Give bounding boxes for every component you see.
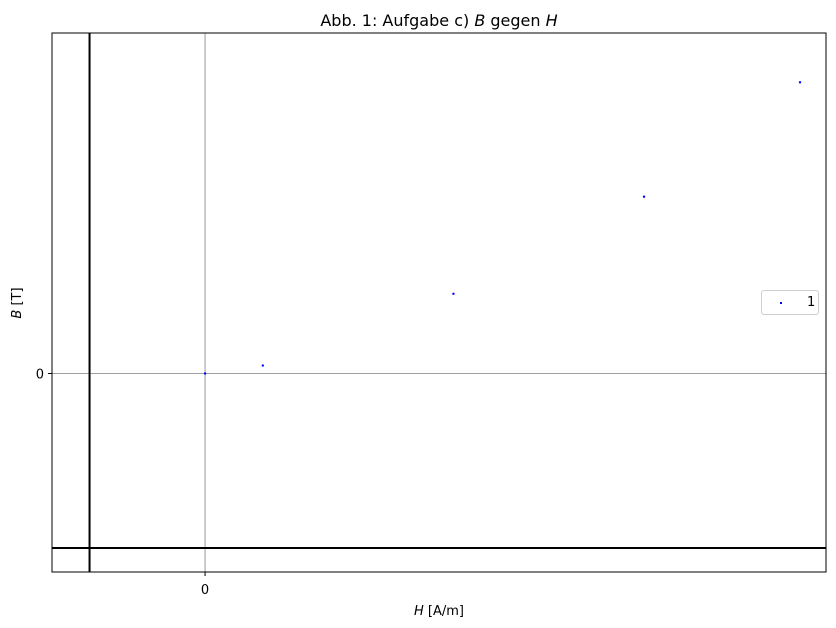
- axes-frame: [51, 32, 827, 573]
- data-point: [798, 81, 802, 84]
- data-point: [642, 195, 646, 198]
- data-point: [261, 364, 265, 367]
- plot-area: [52, 33, 826, 572]
- data-point: [452, 292, 455, 296]
- chart-title: Abb. 1: Aufgabe c) B gegen H: [320, 11, 557, 30]
- y-tick-label: 0: [36, 367, 44, 382]
- x-tick-label: 0: [201, 583, 209, 598]
- legend-label: 1: [807, 295, 816, 310]
- legend: 1: [761, 290, 819, 315]
- x-axis-label: H [A/m]: [414, 604, 464, 619]
- legend-marker: [780, 302, 782, 304]
- y-axis-label: B [T]: [10, 287, 25, 318]
- data-point: [203, 372, 207, 375]
